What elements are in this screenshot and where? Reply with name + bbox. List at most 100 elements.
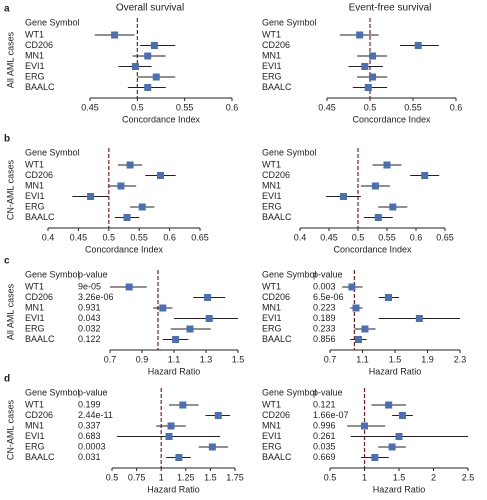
x-tick-label: 0.9 — [136, 354, 149, 364]
p-value: 0.189 — [313, 313, 336, 323]
gene-label: BAALC — [262, 212, 292, 222]
panel-letter: a — [4, 4, 10, 15]
x-tick-label: 0.5 — [103, 232, 116, 242]
x-tick-label: 0.45 — [318, 102, 336, 112]
estimate — [383, 161, 391, 169]
x-tick-label: 0.6 — [226, 102, 239, 112]
estimate — [415, 315, 423, 322]
gene-label: ERG — [25, 441, 45, 451]
estimate — [421, 172, 429, 179]
estimate — [361, 325, 369, 333]
gene-label: CD206 — [262, 40, 290, 50]
x-tick-label: 0.65 — [191, 232, 209, 242]
p-value: 0.121 — [313, 399, 336, 409]
p-value: 0.223 — [313, 302, 336, 312]
p-value: 0.199 — [78, 399, 101, 409]
gene-label: MN1 — [25, 302, 44, 312]
row-label: CN-AML cases — [5, 399, 15, 460]
column-header: Gene Symbol — [262, 269, 317, 279]
estimate — [214, 412, 222, 419]
x-tick-label: 1.1 — [168, 354, 181, 364]
column-title: Overall survival — [116, 3, 184, 14]
gene-label: WT1 — [262, 399, 281, 409]
p-value: 3.26e-06 — [78, 292, 114, 302]
x-axis-label: Hazard Ratio — [373, 484, 426, 494]
p-value: 0.122 — [78, 334, 101, 344]
estimate — [374, 214, 382, 221]
p-value: 0.032 — [78, 323, 101, 333]
gene-label: EVI1 — [262, 61, 282, 71]
estimate — [369, 52, 377, 60]
estimate — [87, 193, 95, 200]
gene-label: EVI1 — [262, 431, 282, 441]
p-value: 2.44e-11 — [78, 410, 113, 420]
gene-label: BAALC — [262, 452, 292, 462]
column-header: p-value — [313, 387, 343, 397]
gene-label: WT1 — [25, 399, 44, 409]
x-tick-label: 0.6 — [163, 232, 176, 242]
x-tick-label: 1.9 — [421, 354, 434, 364]
gene-label: CD206 — [25, 292, 53, 302]
estimate — [186, 325, 194, 333]
gene-label: CD206 — [262, 410, 290, 420]
p-value: 0.683 — [78, 431, 101, 441]
p-value: 0.043 — [78, 313, 101, 323]
x-tick-label: 0.7 — [324, 354, 337, 364]
column-header: Gene Symbol — [262, 147, 317, 157]
x-tick-label: 0.45 — [70, 232, 88, 242]
gene-label: ERG — [262, 201, 282, 211]
gene-label: BAALC — [25, 334, 55, 344]
gene-label: EVI1 — [262, 313, 282, 323]
estimate — [364, 84, 372, 91]
gene-label: CD206 — [262, 170, 290, 180]
estimate — [205, 315, 213, 322]
gene-label: EVI1 — [25, 61, 45, 71]
x-tick-label: 0.55 — [378, 232, 396, 242]
x-tick-label: 0.45 — [320, 232, 338, 242]
x-tick-label: 1 — [159, 472, 164, 482]
gene-label: CD206 — [25, 410, 53, 420]
estimate — [348, 283, 356, 291]
estimate — [356, 31, 364, 39]
estimate — [131, 63, 139, 70]
estimate — [165, 433, 173, 440]
x-tick-label: 0.7 — [104, 354, 117, 364]
p-value: 0.856 — [313, 334, 336, 344]
estimate — [340, 193, 347, 200]
estimate — [172, 336, 180, 343]
p-value: 0.261 — [313, 431, 336, 441]
x-tick-label: 0.6 — [450, 102, 463, 112]
column-header: Gene Symbol — [262, 387, 317, 397]
p-value: 6.5e-06 — [313, 292, 344, 302]
estimate — [144, 84, 152, 91]
x-tick-label: 2.5 — [462, 472, 475, 482]
x-tick-label: 0.65 — [436, 232, 454, 242]
x-axis-label: Hazard Ratio — [148, 366, 201, 376]
estimate — [371, 182, 379, 190]
panel-letter: c — [4, 256, 10, 267]
x-tick-label: 0.55 — [176, 102, 194, 112]
estimate — [414, 42, 422, 49]
p-value: 0.0003 — [78, 441, 106, 451]
column-header: Gene Symbol — [25, 147, 80, 157]
gene-label: MN1 — [25, 50, 44, 60]
gene-label: WT1 — [262, 29, 281, 39]
gene-label: MN1 — [25, 420, 44, 430]
p-value: 9e-05 — [78, 281, 101, 291]
x-tick-label: 0.5 — [131, 102, 144, 112]
gene-label: BAALC — [262, 82, 292, 92]
estimate — [395, 433, 403, 440]
x-tick-label: 0.5 — [324, 472, 337, 482]
estimate — [144, 52, 152, 60]
p-value: 0.031 — [78, 452, 101, 462]
x-axis-label: Concordance Index — [333, 244, 412, 254]
estimate — [361, 63, 369, 70]
p-value: 0.996 — [313, 420, 336, 430]
column-header: p-value — [78, 387, 108, 397]
gene-label: WT1 — [25, 159, 44, 169]
estimate — [152, 73, 160, 81]
estimate — [398, 412, 406, 419]
x-tick-label: 1 — [362, 472, 367, 482]
x-tick-label: 1.25 — [177, 472, 195, 482]
estimate — [369, 73, 377, 81]
